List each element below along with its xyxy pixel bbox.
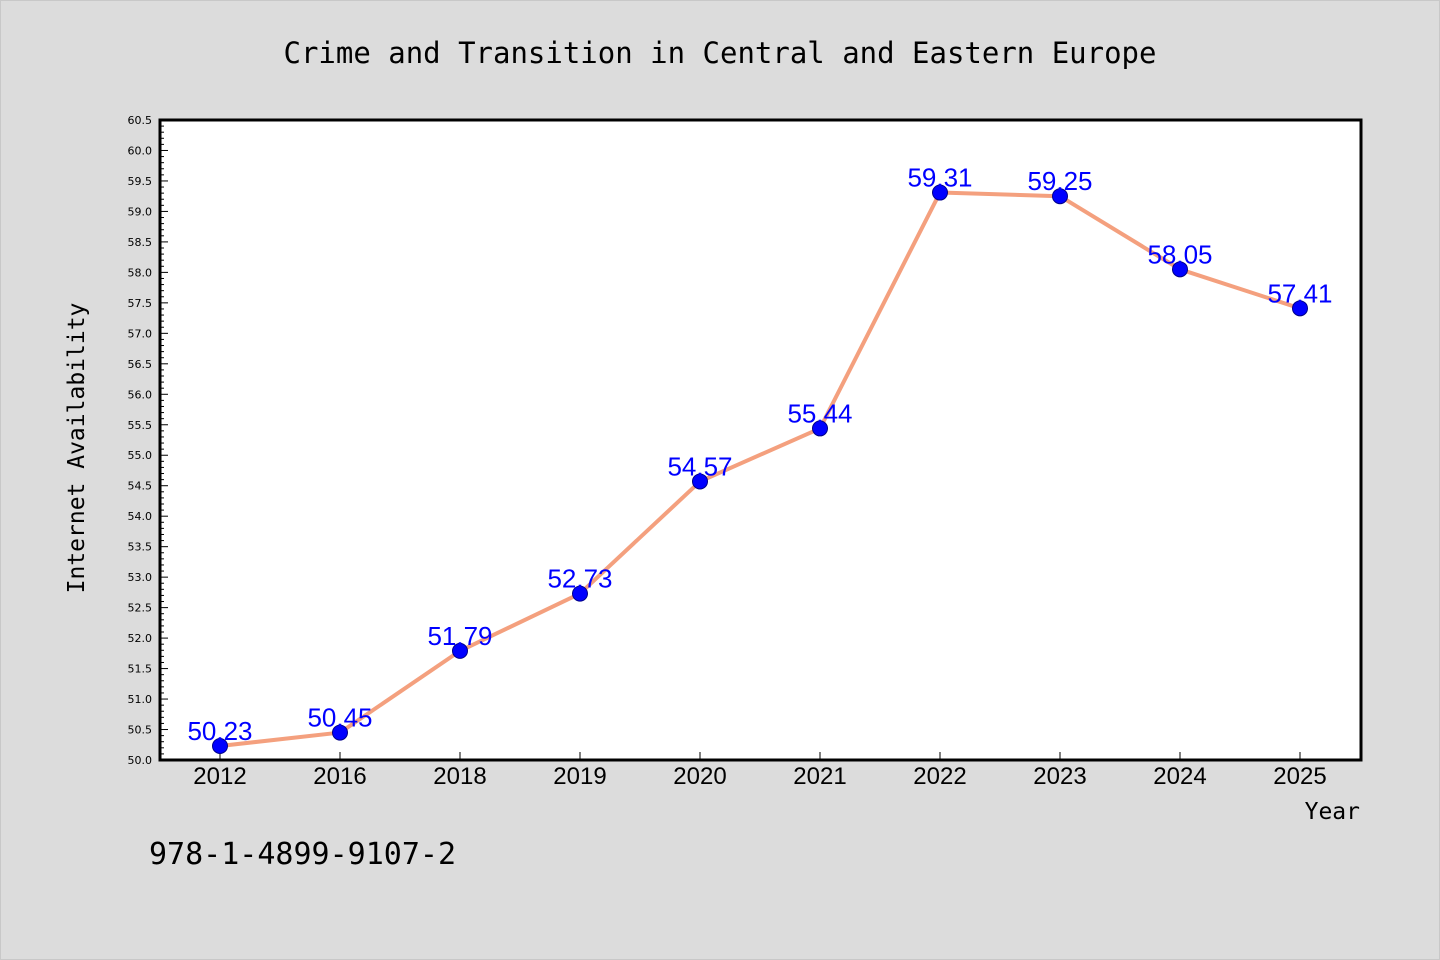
y-tick-label: 60.5: [128, 114, 153, 127]
data-label: 50.45: [307, 703, 372, 733]
y-tick-label: 51.5: [128, 663, 153, 676]
data-point: [812, 420, 828, 437]
y-tick-label: 50.5: [128, 724, 153, 737]
x-tick-label: 2022: [913, 763, 966, 790]
data-point: [1172, 261, 1188, 278]
y-tick-label: 53.0: [128, 571, 153, 584]
isbn-text: 978-1-4899-9107-2: [149, 837, 456, 872]
data-label: 51.79: [427, 621, 492, 651]
data-point: [692, 473, 708, 490]
y-tick-label: 54.0: [128, 510, 153, 523]
x-axis-label: Year: [1305, 799, 1360, 825]
y-tick-label: 59.0: [128, 205, 153, 218]
data-point: [212, 737, 228, 754]
data-label: 55.44: [787, 398, 852, 428]
x-tick-label: 2023: [1033, 763, 1086, 790]
y-tick-label: 55.5: [128, 419, 153, 432]
data-point: [332, 724, 348, 741]
series-markers: [212, 184, 1308, 754]
data-label: 54.57: [667, 451, 732, 481]
y-tick-label: 54.5: [128, 480, 153, 493]
series-line: [219, 190, 1301, 748]
y-tick-label: 52.0: [128, 632, 153, 645]
x-tick-label: 2020: [673, 763, 726, 790]
data-label: 59.31: [907, 163, 972, 193]
x-tick-label: 2025: [1273, 763, 1326, 790]
y-tick-label: 56.5: [128, 358, 153, 371]
y-tick-label: 53.5: [128, 541, 153, 554]
data-labels: 50.23 50.45 51.79 52.73 54.57 55.44 59.31 59.25…: [187, 163, 1332, 746]
data-label: 50.23: [187, 716, 252, 746]
y-tick-label: 57.5: [128, 297, 153, 310]
data-label: 57.41: [1267, 278, 1332, 308]
y-axis-tick-labels: 50.0 50.5 51.0 51.5 52.0 52.5 53.0 53.5 54.0 54.5…: [128, 114, 153, 767]
y-tick-label: 58.5: [128, 236, 153, 249]
x-tick-label: 2021: [793, 763, 846, 790]
y-tick-label: 58.0: [128, 266, 153, 279]
data-point: [1292, 300, 1308, 317]
data-label: 59.25: [1027, 166, 1092, 196]
x-tick-label: 2019: [553, 763, 606, 790]
y-tick-label: 52.5: [128, 602, 153, 615]
y-tick-label: 51.0: [128, 693, 153, 706]
x-tick-label: 2024: [1153, 763, 1206, 790]
data-point: [1052, 188, 1068, 205]
data-point: [572, 585, 588, 602]
x-tick-label: 2018: [433, 763, 486, 790]
y-tick-label: 55.0: [128, 449, 153, 462]
x-tick-label: 2012: [193, 763, 246, 790]
y-axis-label: Internet Availability: [64, 303, 90, 594]
y-tick-label: 59.5: [128, 175, 153, 188]
data-point: [932, 184, 948, 201]
data-label: 58.05: [1147, 239, 1212, 269]
data-label: 52.73: [547, 564, 612, 594]
x-tick-label: 2016: [313, 763, 366, 790]
chart-title: Crime and Transition in Central and East…: [284, 36, 1157, 70]
plot-area: [160, 120, 1361, 760]
y-tick-label: 56.0: [128, 388, 153, 401]
y-tick-label: 60.0: [128, 144, 153, 157]
y-tick-label: 57.0: [128, 327, 153, 340]
x-axis-tick-labels: 2012 2016 2018 2019 2020 2021 2022 2023 2024 2025: [193, 763, 1326, 790]
data-point: [452, 642, 468, 659]
plot-border: [158, 118, 1363, 762]
y-tick-label: 50.0: [128, 754, 153, 767]
